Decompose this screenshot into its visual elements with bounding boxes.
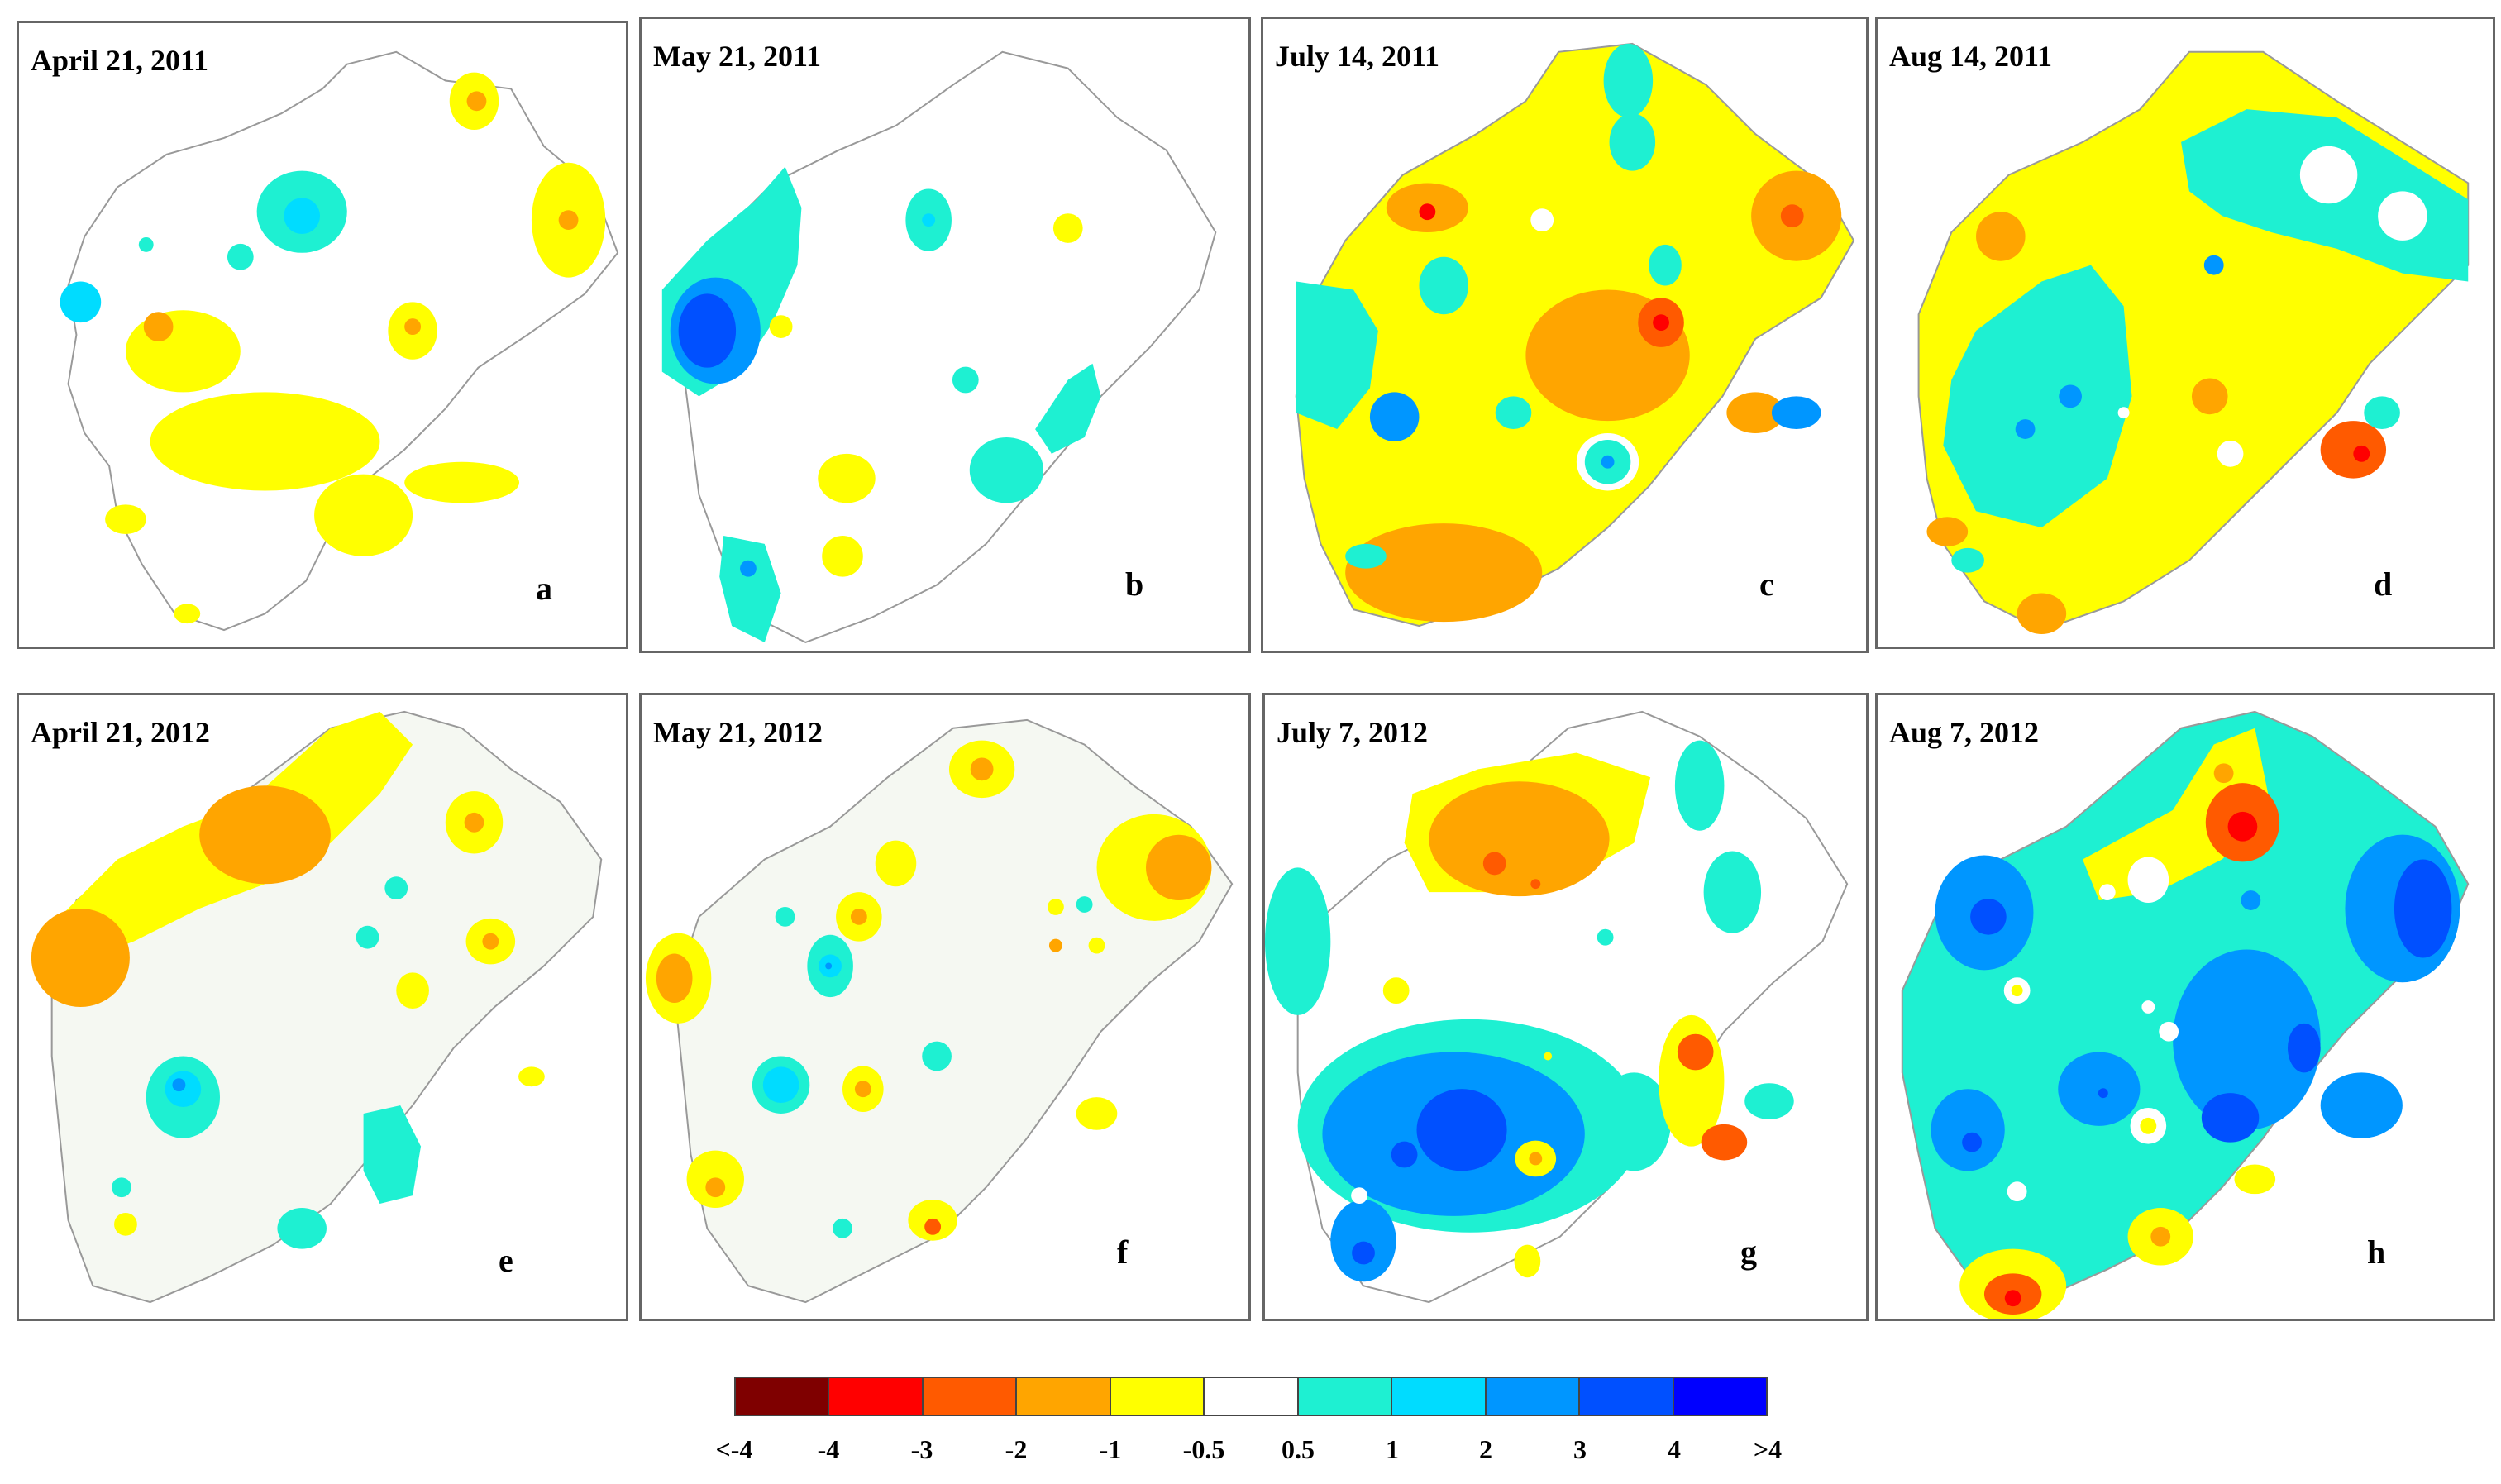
- map-panel-a: April 21, 2011 a: [17, 21, 628, 649]
- legend-swatch: [923, 1378, 1018, 1415]
- panel-title: April 21, 2011: [31, 44, 209, 77]
- map-c: [1295, 42, 1855, 627]
- map-b: [661, 50, 1217, 644]
- legend-swatch: [1673, 1378, 1766, 1415]
- map-a: [60, 50, 619, 632]
- panel-label: a: [536, 570, 552, 607]
- legend-swatch: [1017, 1378, 1111, 1415]
- legend-tick-label: >4: [1753, 1434, 1783, 1464]
- map-panel-g: July 7, 2012 g: [1262, 693, 1869, 1321]
- legend-swatch: [1205, 1378, 1299, 1415]
- map-panel-d: Aug 14, 2011 d: [1875, 17, 2495, 649]
- map-d: [1917, 50, 2470, 635]
- legend-swatch: [736, 1378, 830, 1415]
- panel-label: h: [2367, 1233, 2386, 1271]
- legend-swatch: [1580, 1378, 1674, 1415]
- legend-tick-label: 0.5: [1282, 1434, 1315, 1464]
- map-panel-h: Aug 7, 2012 h: [1875, 693, 2495, 1321]
- map-g: [1265, 710, 1849, 1304]
- map-h: [1901, 710, 2470, 1319]
- map-e: [31, 710, 603, 1304]
- legend-swatch: [1298, 1378, 1393, 1415]
- panel-title: Aug 14, 2011: [1889, 40, 2053, 73]
- legend-tick-label: -4: [817, 1434, 840, 1464]
- legend-tick-label: 3: [1573, 1434, 1587, 1464]
- panel-title: April 21, 2012: [31, 716, 211, 749]
- map-panel-c: July 14, 2011 c: [1261, 17, 1869, 653]
- panel-label: d: [2374, 565, 2393, 603]
- legend-tick-label: -0.5: [1182, 1434, 1225, 1464]
- map-panel-e: April 21, 2012 e: [17, 693, 628, 1321]
- legend-swatch: [1110, 1378, 1205, 1415]
- panel-label: e: [499, 1242, 513, 1279]
- legend-tick-label: 1: [1386, 1434, 1399, 1464]
- map-panel-b: May 21, 2011 b: [639, 17, 1251, 653]
- legend-tick-label: -1: [1099, 1434, 1122, 1464]
- legend-tick-label: <-4: [715, 1434, 753, 1464]
- color-legend: [734, 1377, 1768, 1416]
- map-panel-f: May 21, 2012 f: [639, 693, 1251, 1321]
- panel-title: May 21, 2011: [653, 40, 821, 73]
- legend-swatch: [1486, 1378, 1581, 1415]
- legend-swatch: [829, 1378, 924, 1415]
- legend-tick-label: 4: [1668, 1434, 1681, 1464]
- legend-tick-label: -2: [1005, 1434, 1028, 1464]
- panel-title: July 14, 2011: [1275, 40, 1440, 73]
- panel-title: July 7, 2012: [1277, 716, 1429, 749]
- legend-tick-label: 2: [1479, 1434, 1492, 1464]
- legend-tick-label: -3: [910, 1434, 933, 1464]
- map-f: [645, 718, 1234, 1304]
- panel-title: May 21, 2012: [653, 716, 823, 749]
- panel-label: c: [1759, 565, 1774, 603]
- panel-label: b: [1125, 565, 1144, 603]
- panel-label: g: [1740, 1233, 1757, 1271]
- legend-swatch: [1392, 1378, 1487, 1415]
- panel-title: Aug 7, 2012: [1889, 716, 2040, 749]
- panel-label: f: [1117, 1233, 1129, 1271]
